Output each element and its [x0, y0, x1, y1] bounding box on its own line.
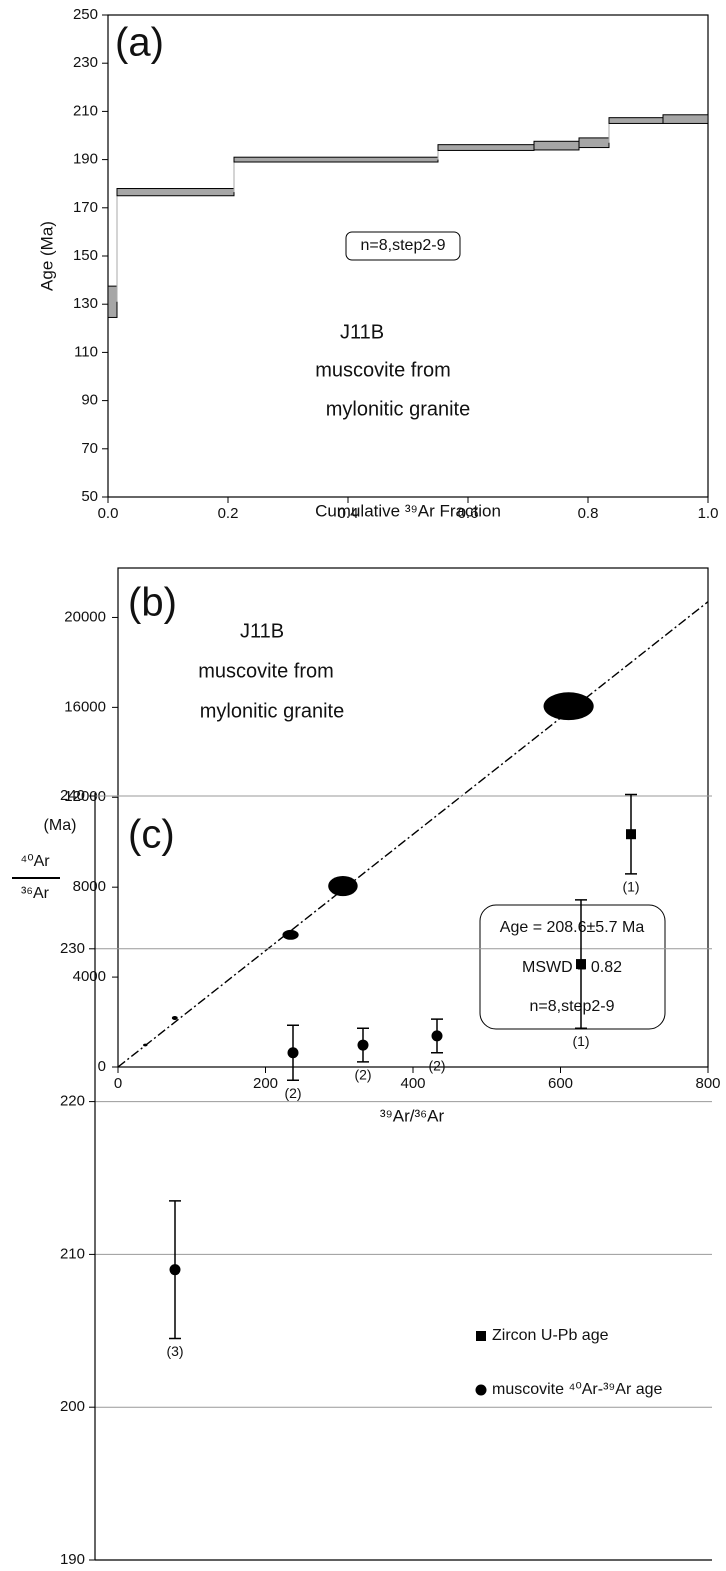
y-tick-label: 210 — [60, 1245, 85, 1262]
marker — [431, 1030, 443, 1042]
y-axis-label-denominator: ³⁶Ar — [21, 885, 50, 902]
legend-marker — [475, 1384, 487, 1396]
marker — [576, 959, 586, 970]
y-tick-label: 70 — [81, 440, 98, 457]
error-ellipse — [543, 692, 594, 721]
annotation-box — [345, 231, 461, 261]
error-ellipse — [282, 929, 299, 940]
isochron-line — [117, 601, 709, 1068]
y-tick-label: 20000 — [64, 608, 106, 625]
y-tick-label: 110 — [74, 343, 98, 360]
annotation: mylonitic granite — [326, 398, 471, 420]
annotation-box-text: n=8,step2-9 — [361, 237, 446, 254]
y-axis-label: Age (Ma) — [37, 221, 56, 291]
annotation-box-text: Age = 208.6±5.7 Ma — [500, 919, 645, 936]
x-tick-label: 0.6 — [458, 505, 479, 522]
x-axis-label: Cumulative ³⁹Ar Fraction — [315, 501, 501, 520]
step-box — [233, 156, 439, 163]
panel-label: (a) — [115, 21, 164, 65]
point-label: (1) — [572, 1033, 589, 1049]
legend-marker — [476, 1331, 486, 1341]
y-tick-label: 230 — [73, 54, 98, 71]
panel-label: (c) — [128, 813, 175, 857]
marker — [357, 1039, 369, 1051]
plot-frame — [117, 567, 709, 1068]
y-tick-label: 150 — [73, 247, 98, 264]
y-tick-label: 0 — [98, 1058, 106, 1075]
x-axis-label: ³⁹Ar/³⁶Ar — [380, 1106, 445, 1125]
y-axis-label-numerator: ⁴⁰Ar — [20, 853, 50, 870]
plot-frame — [107, 14, 709, 498]
error-ellipse — [171, 1015, 178, 1021]
x-tick-label: 200 — [253, 1075, 278, 1092]
step-box — [437, 144, 535, 151]
annotation-box — [479, 904, 666, 1030]
annotation: J11B — [240, 620, 284, 642]
annotation: mylonitic granite — [200, 700, 345, 722]
y-tick-label: 250 — [73, 6, 98, 23]
marker — [626, 829, 636, 840]
y-tick-label: 130 — [73, 295, 98, 312]
legend-label: Zircon U-Pb age — [492, 1327, 609, 1344]
y-tick-label: 210 — [73, 102, 98, 119]
x-tick-label: 600 — [548, 1075, 573, 1092]
x-tick-label: 0.0 — [98, 505, 119, 522]
error-ellipse — [143, 1043, 148, 1047]
y-tick-label: 8000 — [73, 878, 106, 895]
error-ellipse — [328, 875, 358, 897]
x-tick-label: 0.4 — [338, 505, 359, 522]
x-tick-label: 0 — [114, 1075, 122, 1092]
y-tick-label: 50 — [81, 488, 98, 505]
step-box — [662, 114, 709, 124]
step-box — [107, 285, 118, 318]
marker — [169, 1264, 181, 1276]
x-tick-label: 0.8 — [578, 505, 599, 522]
y-tick-label: 4000 — [73, 968, 106, 985]
marker — [287, 1047, 299, 1059]
x-tick-label: 0.2 — [218, 505, 239, 522]
annotation: J11B — [340, 321, 384, 343]
y-tick-label: 190 — [73, 151, 98, 168]
step-box — [578, 137, 610, 149]
y-tick-label: 190 — [60, 1551, 85, 1568]
annotation: muscovite from — [315, 359, 451, 381]
annotation-box-text: MSWD = 0.82 — [522, 959, 622, 976]
x-tick-label: 1.0 — [698, 505, 719, 522]
step-box — [608, 117, 664, 124]
point-label: (2) — [284, 1085, 301, 1101]
y-tick-label: 16000 — [64, 698, 106, 715]
legend-label: muscovite ⁴⁰Ar-³⁹Ar age — [492, 1381, 663, 1398]
point-label: (2) — [354, 1067, 371, 1083]
point-label: (2) — [428, 1057, 445, 1073]
annotation-box-text: n=8,step2-9 — [530, 998, 615, 1015]
point-label: (1) — [622, 879, 639, 895]
y-tick-label: 220 — [60, 1093, 85, 1110]
y-tick-label: 170 — [73, 199, 98, 216]
point-label: (3) — [166, 1343, 183, 1359]
y-tick-label: 230 — [60, 940, 85, 957]
y-tick-label: 240 — [60, 787, 85, 804]
panel-label: (b) — [128, 581, 177, 625]
annotation: muscovite from — [198, 660, 334, 682]
y-tick-label: 90 — [81, 392, 98, 409]
step-box — [116, 188, 235, 197]
y-tick-label: 200 — [60, 1398, 85, 1415]
x-tick-label: 800 — [695, 1075, 720, 1092]
step-box — [533, 140, 580, 151]
x-tick-label: 400 — [400, 1075, 425, 1092]
y-axis-label: (Ma) — [44, 817, 77, 834]
